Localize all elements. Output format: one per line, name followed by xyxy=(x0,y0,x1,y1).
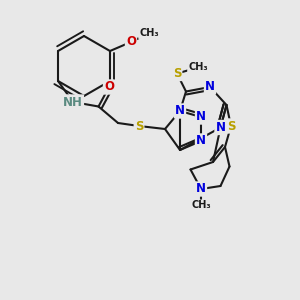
Text: S: S xyxy=(227,119,235,133)
Text: N: N xyxy=(175,104,185,118)
Text: S: S xyxy=(135,119,143,133)
Text: N: N xyxy=(205,80,215,94)
Text: CH₃: CH₃ xyxy=(139,28,159,38)
Text: N: N xyxy=(215,121,226,134)
Text: CH₃: CH₃ xyxy=(191,200,211,211)
Text: CH₃: CH₃ xyxy=(188,62,208,73)
Text: NH: NH xyxy=(63,95,83,109)
Text: S: S xyxy=(173,67,181,80)
Text: N: N xyxy=(196,134,206,148)
Text: O: O xyxy=(126,35,136,49)
Text: O: O xyxy=(104,80,114,94)
Text: N: N xyxy=(196,110,206,124)
Text: N: N xyxy=(196,182,206,196)
